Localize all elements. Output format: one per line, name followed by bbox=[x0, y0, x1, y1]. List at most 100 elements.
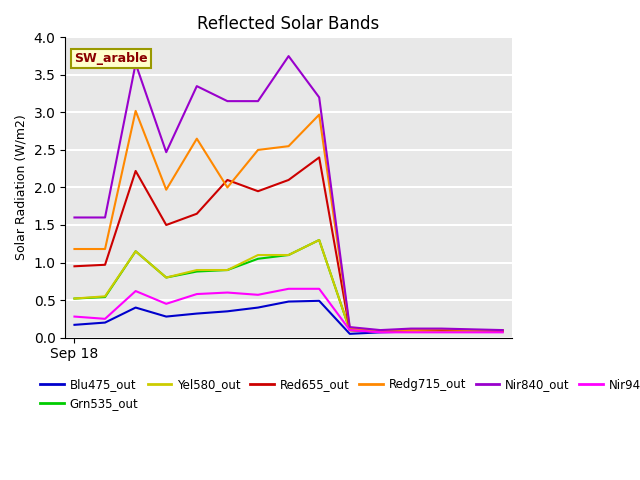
Nir945_out bbox=[193, 291, 201, 297]
Blu475_out bbox=[223, 309, 231, 314]
Redg715_out bbox=[468, 327, 476, 333]
Red655_out bbox=[163, 222, 170, 228]
Title: Reflected Solar Bands: Reflected Solar Bands bbox=[198, 15, 380, 33]
Yel580_out bbox=[376, 329, 384, 335]
Nir840_out bbox=[376, 327, 384, 333]
Nir840_out bbox=[407, 326, 415, 332]
Grn535_out bbox=[407, 329, 415, 335]
Yel580_out bbox=[163, 275, 170, 280]
Grn535_out bbox=[468, 328, 476, 334]
Red655_out bbox=[70, 264, 78, 269]
Blu475_out bbox=[132, 305, 140, 311]
Redg715_out bbox=[254, 147, 262, 153]
Nir945_out bbox=[499, 329, 507, 335]
Blu475_out bbox=[468, 328, 476, 334]
Redg715_out bbox=[193, 136, 201, 142]
Nir840_out bbox=[193, 83, 201, 89]
Text: SW_arable: SW_arable bbox=[74, 52, 148, 65]
Nir840_out bbox=[101, 215, 109, 220]
Nir840_out bbox=[285, 53, 292, 59]
Blu475_out bbox=[346, 331, 354, 336]
Nir945_out bbox=[163, 301, 170, 307]
Grn535_out bbox=[193, 269, 201, 275]
Redg715_out bbox=[346, 326, 354, 332]
Red655_out bbox=[468, 327, 476, 333]
Line: Redg715_out: Redg715_out bbox=[74, 111, 503, 331]
Redg715_out bbox=[223, 185, 231, 191]
Nir945_out bbox=[438, 329, 445, 335]
Red655_out bbox=[499, 328, 507, 334]
Nir840_out bbox=[468, 326, 476, 332]
Line: Red655_out: Red655_out bbox=[74, 157, 503, 332]
Grn535_out bbox=[316, 237, 323, 243]
Blu475_out bbox=[193, 311, 201, 316]
Nir840_out bbox=[70, 215, 78, 220]
Nir945_out bbox=[132, 288, 140, 294]
Grn535_out bbox=[346, 327, 354, 333]
Y-axis label: Solar Radiation (W/m2): Solar Radiation (W/m2) bbox=[15, 115, 28, 260]
Yel580_out bbox=[101, 293, 109, 299]
Red655_out bbox=[407, 327, 415, 333]
Grn535_out bbox=[285, 252, 292, 258]
Grn535_out bbox=[376, 329, 384, 335]
Line: Nir945_out: Nir945_out bbox=[74, 289, 503, 332]
Nir840_out bbox=[163, 149, 170, 155]
Blu475_out bbox=[285, 299, 292, 304]
Red655_out bbox=[376, 329, 384, 335]
Yel580_out bbox=[468, 328, 476, 334]
Blu475_out bbox=[254, 305, 262, 311]
Red655_out bbox=[193, 211, 201, 216]
Yel580_out bbox=[407, 329, 415, 335]
Nir840_out bbox=[132, 61, 140, 67]
Red655_out bbox=[438, 327, 445, 333]
Nir945_out bbox=[316, 286, 323, 292]
Nir840_out bbox=[438, 326, 445, 332]
Blu475_out bbox=[70, 322, 78, 328]
Grn535_out bbox=[132, 248, 140, 254]
Redg715_out bbox=[438, 326, 445, 332]
Grn535_out bbox=[438, 328, 445, 334]
Line: Grn535_out: Grn535_out bbox=[74, 240, 503, 332]
Line: Blu475_out: Blu475_out bbox=[74, 301, 503, 334]
Red655_out bbox=[254, 188, 262, 194]
Yel580_out bbox=[132, 248, 140, 254]
Yel580_out bbox=[193, 267, 201, 273]
Yel580_out bbox=[285, 252, 292, 258]
Nir945_out bbox=[223, 289, 231, 295]
Red655_out bbox=[346, 327, 354, 333]
Redg715_out bbox=[163, 187, 170, 192]
Nir945_out bbox=[376, 329, 384, 335]
Legend: Blu475_out, Grn535_out, Yel580_out, Red655_out, Redg715_out, Nir840_out, Nir945_: Blu475_out, Grn535_out, Yel580_out, Red6… bbox=[35, 373, 640, 415]
Nir945_out bbox=[407, 329, 415, 335]
Yel580_out bbox=[346, 327, 354, 333]
Blu475_out bbox=[163, 314, 170, 320]
Nir840_out bbox=[316, 95, 323, 100]
Blu475_out bbox=[376, 329, 384, 335]
Redg715_out bbox=[499, 327, 507, 333]
Grn535_out bbox=[254, 256, 262, 262]
Grn535_out bbox=[163, 275, 170, 280]
Red655_out bbox=[316, 155, 323, 160]
Redg715_out bbox=[101, 246, 109, 252]
Grn535_out bbox=[223, 267, 231, 273]
Blu475_out bbox=[438, 328, 445, 334]
Nir945_out bbox=[285, 286, 292, 292]
Nir945_out bbox=[101, 316, 109, 322]
Nir840_out bbox=[346, 324, 354, 330]
Nir945_out bbox=[468, 329, 476, 335]
Yel580_out bbox=[70, 296, 78, 301]
Redg715_out bbox=[70, 246, 78, 252]
Red655_out bbox=[223, 177, 231, 183]
Yel580_out bbox=[254, 252, 262, 258]
Redg715_out bbox=[132, 108, 140, 114]
Blu475_out bbox=[101, 320, 109, 325]
Blu475_out bbox=[407, 329, 415, 335]
Nir840_out bbox=[499, 327, 507, 333]
Nir945_out bbox=[346, 327, 354, 333]
Line: Nir840_out: Nir840_out bbox=[74, 56, 503, 330]
Yel580_out bbox=[438, 328, 445, 334]
Red655_out bbox=[285, 177, 292, 183]
Grn535_out bbox=[70, 296, 78, 301]
Line: Yel580_out: Yel580_out bbox=[74, 240, 503, 332]
Blu475_out bbox=[499, 328, 507, 334]
